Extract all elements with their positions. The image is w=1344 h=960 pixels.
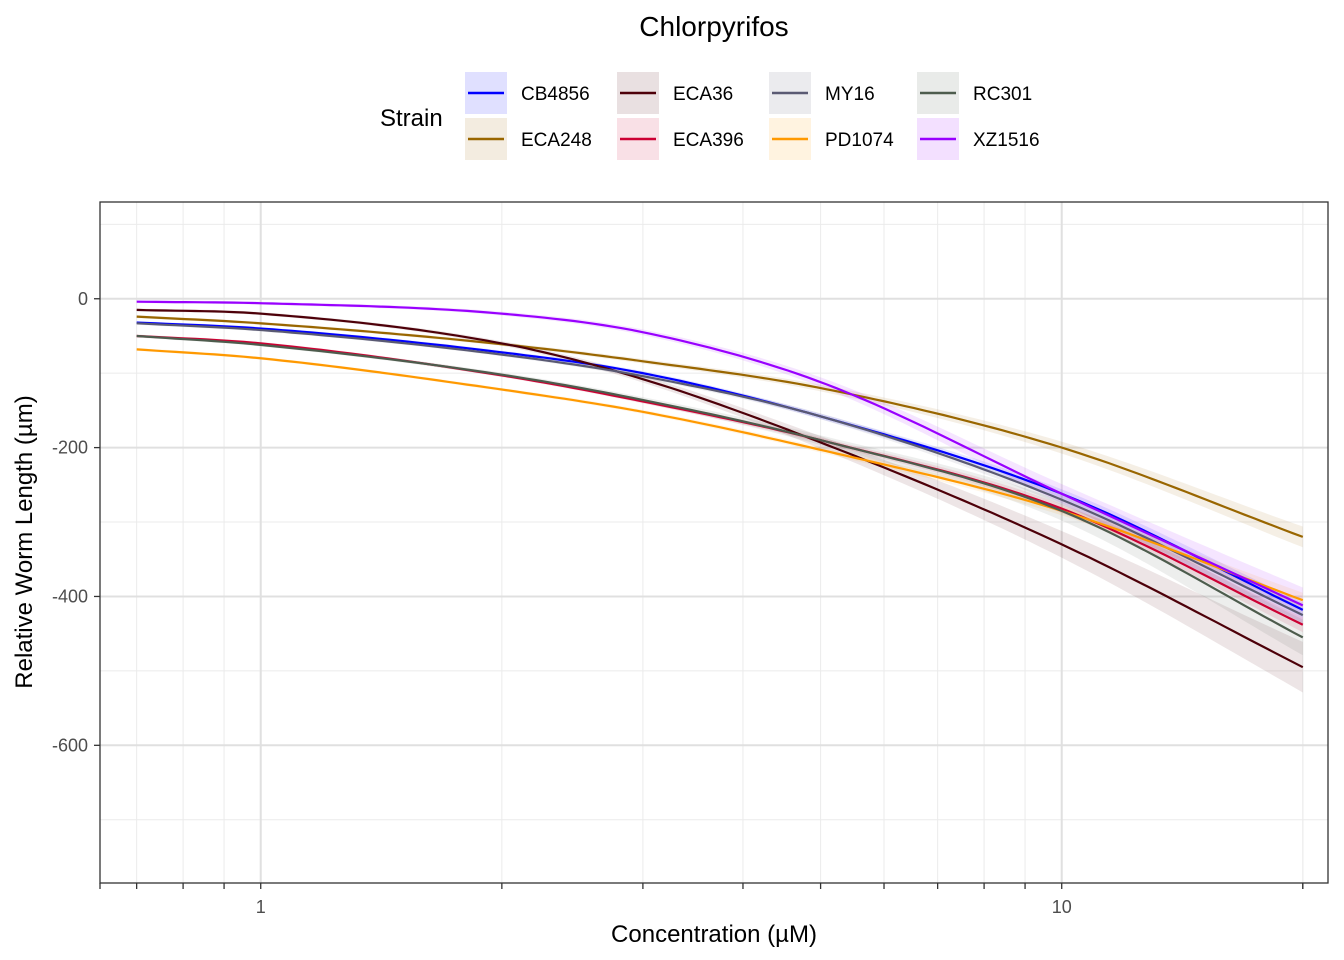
series-lines <box>136 300 1304 669</box>
legend-label: ECA248 <box>521 130 592 151</box>
y-tick-label: -200 <box>52 438 88 458</box>
legend: Strain CB4856 ECA248 ECA36 ECA396 MY16 PD1074… <box>380 72 1040 160</box>
y-tick-label: 0 <box>78 289 88 309</box>
y-tick-label: -600 <box>52 735 88 755</box>
series-line-eca36 <box>136 308 1304 669</box>
plot-border <box>99 201 1329 884</box>
plot-background <box>100 202 1328 883</box>
series-line-my16 <box>136 322 1304 617</box>
series-line-rc301 <box>136 334 1304 639</box>
legend-item-eca396: ECA396 <box>617 118 744 160</box>
legend-label: ECA36 <box>673 84 733 105</box>
legend-label: PD1074 <box>825 130 894 151</box>
legend-label: RC301 <box>973 84 1032 105</box>
legend-label: ECA396 <box>673 130 744 151</box>
y-tick-label: -400 <box>52 586 88 606</box>
legend-label: MY16 <box>825 84 875 105</box>
y-axis: 0 -200 -400 -600 <box>52 289 100 755</box>
chart-title: Chlorpyrifos <box>639 11 788 42</box>
gridlines <box>100 202 1328 883</box>
x-tick-label: 1 <box>256 897 266 917</box>
legend-title: Strain <box>380 105 443 132</box>
x-axis: 1 10 <box>99 883 1304 917</box>
legend-item-rc301: RC301 <box>917 72 1032 114</box>
plot-panel <box>99 201 1329 884</box>
legend-label: CB4856 <box>521 84 590 105</box>
legend-item-eca36: ECA36 <box>617 72 733 114</box>
x-tick-label: 10 <box>1052 897 1072 917</box>
x-axis-title: Concentration (µM) <box>611 921 817 948</box>
legend-item-eca248: ECA248 <box>465 118 592 160</box>
legend-item-pd1074: PD1074 <box>769 118 894 160</box>
legend-item-cb4856: CB4856 <box>465 72 590 114</box>
legend-item-xz1516: XZ1516 <box>917 118 1040 160</box>
series-line-cb4856 <box>136 321 1304 611</box>
series-line-eca248 <box>136 315 1304 538</box>
series-line-pd1074 <box>136 348 1304 602</box>
y-axis-title: Relative Worm Length (µm) <box>11 395 38 688</box>
legend-item-my16: MY16 <box>769 72 875 114</box>
legend-label: XZ1516 <box>973 130 1040 151</box>
series-line-xz1516 <box>136 300 1304 607</box>
